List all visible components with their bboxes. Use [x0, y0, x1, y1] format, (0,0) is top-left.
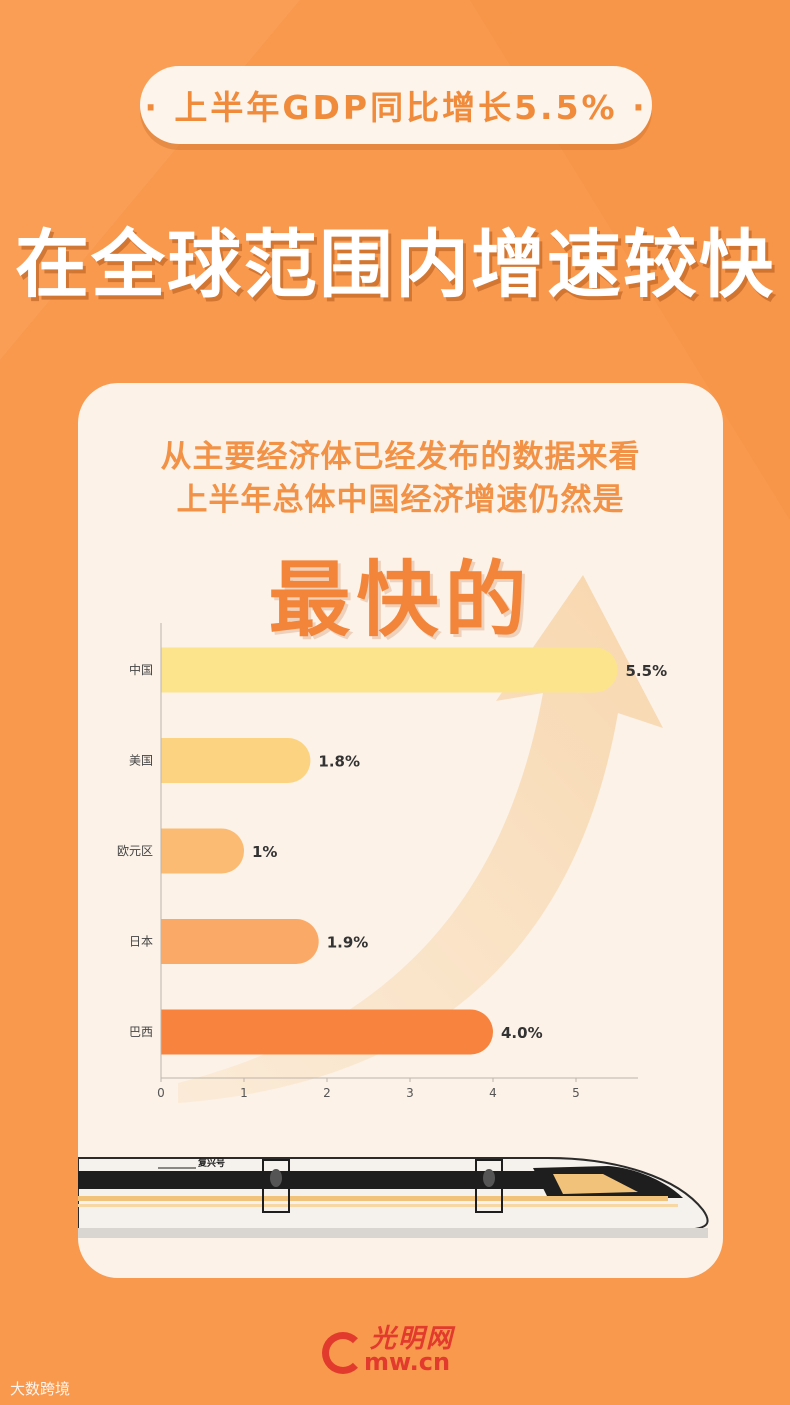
train-name: 复兴号 — [197, 1157, 225, 1169]
x-tick-label: 2 — [323, 1086, 331, 1100]
data-label: 1% — [252, 843, 277, 861]
x-tick-label: 5 — [572, 1086, 580, 1100]
emphasis-text: 最快的 — [268, 553, 533, 648]
x-tick-label: 1 — [240, 1086, 248, 1100]
bar — [161, 647, 618, 693]
subtitle-text: · 上半年GDP同比增长5.5% · — [144, 88, 648, 127]
intro-line-1: 从主要经济体已经发布的数据来看 — [160, 439, 641, 475]
category-label: 中国 — [129, 662, 153, 677]
rising-arrow-graphic — [178, 575, 663, 1103]
category-label: 巴西 — [129, 1025, 153, 1039]
logo-g-mark — [322, 1332, 364, 1374]
x-tick-label: 4 — [489, 1086, 497, 1100]
page-title: 在全球范围内增速较快 — [15, 222, 775, 308]
bar — [161, 1009, 493, 1055]
category-label: 欧元区 — [117, 844, 153, 858]
bar — [161, 738, 311, 783]
chart-card: 5.5% 1.8% 1% 1.9% 4.0% 中国美国欧元区日本巴西 0 1 2 3 4 5 从主要… — [78, 383, 723, 1278]
logo-domain-text: mw.cn — [364, 1348, 451, 1376]
x-tick-label: 0 — [157, 1086, 165, 1100]
data-label: 1.8% — [318, 753, 360, 771]
data-label: 4.0% — [501, 1024, 543, 1042]
bar — [161, 919, 319, 964]
subtitle-pill: · 上半年GDP同比增长5.5% · — [140, 66, 652, 144]
data-label: 5.5% — [626, 662, 668, 680]
category-label: 日本 — [129, 935, 153, 949]
gmw-logo: 光明网 mw.cn — [322, 1318, 482, 1380]
category-label: 美国 — [129, 754, 153, 768]
watermark-text: 大数跨境 — [10, 1380, 71, 1398]
x-tick-label: 3 — [406, 1086, 414, 1100]
data-label: 1.9% — [327, 934, 369, 952]
logo-chinese-text: 光明网 — [370, 1324, 455, 1354]
train-illustration: 复兴号 — [78, 1157, 709, 1238]
intro-line-2: 上半年总体中国经济增速仍然是 — [176, 482, 625, 518]
